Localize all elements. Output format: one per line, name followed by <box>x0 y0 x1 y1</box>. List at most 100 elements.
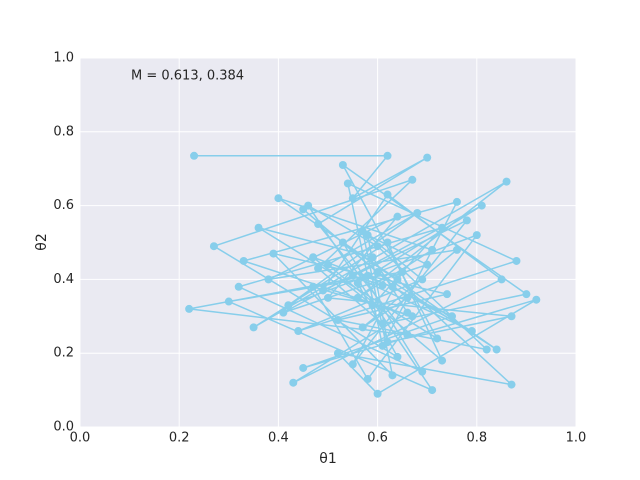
point <box>502 177 511 186</box>
point <box>373 242 382 251</box>
point <box>373 268 382 277</box>
x-axis-label: θ1 <box>319 451 336 467</box>
point <box>239 256 248 265</box>
point <box>413 208 422 217</box>
point <box>343 179 352 188</box>
point <box>338 161 347 170</box>
point <box>264 275 273 284</box>
point <box>353 279 362 288</box>
point <box>462 216 471 225</box>
point <box>418 367 427 376</box>
point <box>185 304 194 313</box>
y-tick-label: 0.4 <box>53 272 74 287</box>
point <box>348 271 357 280</box>
point <box>363 375 372 384</box>
point <box>438 223 447 232</box>
point <box>433 334 442 343</box>
point <box>448 312 456 321</box>
point <box>512 256 521 265</box>
point <box>497 275 506 284</box>
point <box>348 194 357 203</box>
point <box>274 194 283 203</box>
point <box>254 223 263 232</box>
point <box>224 297 233 306</box>
point <box>383 190 392 199</box>
point <box>309 282 318 291</box>
y-tick-label: 0.6 <box>53 198 74 213</box>
point <box>190 151 199 160</box>
point <box>289 378 298 387</box>
point <box>408 175 417 184</box>
x-tick-label: 0.0 <box>70 431 91 446</box>
point <box>324 260 332 269</box>
point <box>423 260 432 269</box>
point <box>314 220 323 229</box>
point <box>249 323 258 332</box>
point <box>532 295 541 304</box>
point <box>467 327 476 336</box>
point <box>363 271 372 280</box>
point <box>477 201 486 210</box>
point <box>378 281 387 290</box>
x-tick-label: 1.0 <box>566 431 587 446</box>
marks <box>185 151 541 398</box>
point <box>294 327 303 336</box>
point <box>482 345 491 354</box>
plot-area <box>80 58 576 427</box>
point <box>492 345 501 354</box>
point <box>452 197 461 206</box>
point <box>209 242 218 251</box>
point <box>507 380 516 389</box>
point <box>299 205 308 214</box>
point <box>269 249 278 258</box>
point <box>333 349 342 358</box>
point <box>403 308 412 317</box>
point <box>403 293 412 302</box>
point <box>383 238 392 247</box>
point <box>358 323 367 332</box>
point <box>353 293 362 302</box>
point <box>363 231 372 240</box>
point <box>388 282 397 291</box>
point <box>438 356 447 365</box>
y-tick-label: 1.0 <box>53 51 74 66</box>
point <box>279 308 288 317</box>
point <box>299 363 308 372</box>
point <box>388 371 397 380</box>
y-axis-label: θ2 <box>34 233 50 250</box>
x-tick-label: 0.2 <box>169 431 190 446</box>
point <box>309 253 318 262</box>
point <box>443 290 452 299</box>
y-tick-label: 0.2 <box>53 346 74 361</box>
point <box>284 301 293 310</box>
point <box>333 315 342 324</box>
point <box>452 245 461 254</box>
point <box>418 275 427 284</box>
point <box>324 293 332 302</box>
point <box>234 282 243 291</box>
line <box>188 155 537 395</box>
point <box>348 360 357 369</box>
point <box>383 338 392 347</box>
point <box>368 253 377 262</box>
point <box>314 264 323 273</box>
point <box>368 301 377 310</box>
point <box>319 286 328 295</box>
point <box>383 151 392 160</box>
y-tick-label: 0.0 <box>53 420 74 435</box>
x-tick-label: 0.6 <box>367 431 388 446</box>
point <box>398 268 407 277</box>
point <box>373 389 382 398</box>
point <box>428 245 437 254</box>
y-tick-label: 0.8 <box>53 124 74 139</box>
point <box>338 238 347 247</box>
point <box>472 231 481 240</box>
point <box>428 386 437 395</box>
x-tick-label: 0.4 <box>268 431 289 446</box>
point <box>393 275 402 284</box>
point <box>522 290 531 299</box>
point <box>378 319 387 328</box>
point <box>393 212 402 221</box>
